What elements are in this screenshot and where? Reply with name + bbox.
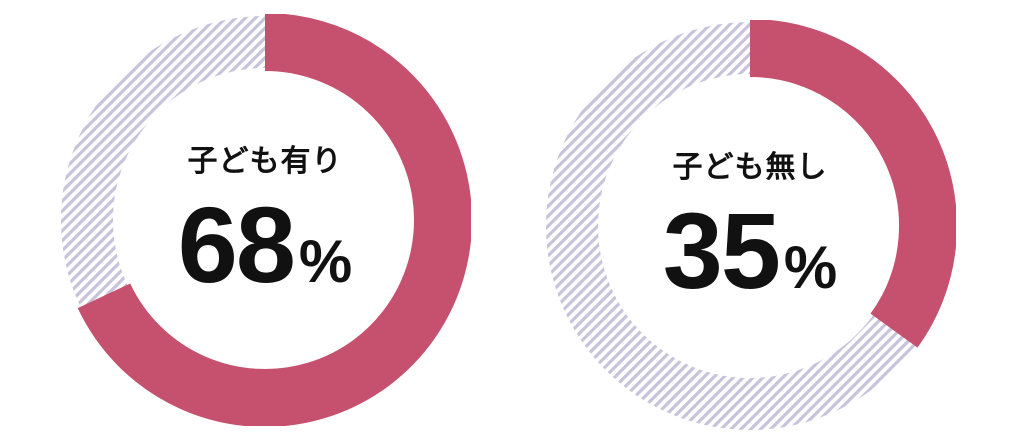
value-arc <box>77 14 471 426</box>
donut-ring-left <box>61 14 471 426</box>
donut-chart-right: 子ども無し 35% <box>544 20 956 432</box>
donut-chart-left: 子ども有り 68% <box>59 14 471 426</box>
value-arc <box>749 20 956 348</box>
donut-ring-right <box>546 20 956 430</box>
